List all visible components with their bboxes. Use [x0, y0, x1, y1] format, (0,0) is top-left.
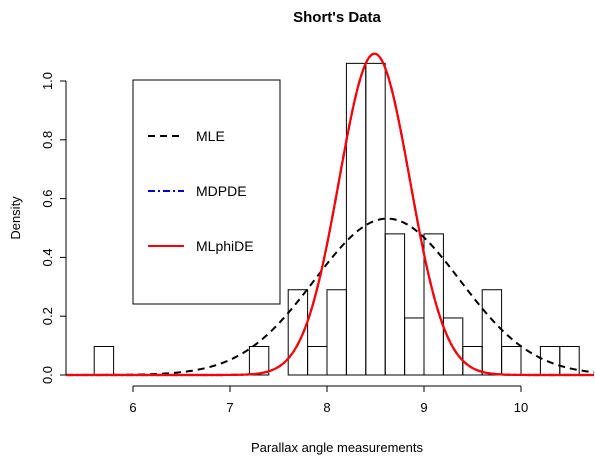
y-tick-label: 0.4 — [40, 248, 55, 266]
density-curves — [66, 52, 595, 377]
histogram-bar — [559, 345, 580, 376]
y-tick-label: 0.8 — [40, 131, 55, 149]
axes: 6 7 8 9 10 0.0 0.2 0.4 0.6 0.8 1.0 — [40, 72, 528, 415]
legend-box — [132, 79, 281, 305]
histogram-bar — [307, 345, 328, 376]
histogram-bar — [539, 345, 561, 376]
histogram-bar — [384, 233, 406, 376]
histogram-bar — [287, 289, 309, 376]
legend-label-mle: MLE — [196, 128, 225, 144]
legend-label-mlphide: MLphiDE — [196, 238, 254, 254]
x-tick-label: 10 — [514, 400, 528, 415]
legend: MLE MDPDE MLphiDE — [132, 79, 281, 305]
histogram-bar — [481, 289, 503, 376]
y-tick-label: 0.2 — [40, 307, 55, 325]
y-tick-label: 1.0 — [40, 72, 55, 90]
histogram-bar — [248, 345, 270, 376]
x-tick-label: 9 — [420, 400, 427, 415]
histogram-bar — [326, 289, 347, 376]
histogram-bar — [93, 345, 115, 376]
y-tick-label: 0.6 — [40, 190, 55, 208]
histogram-bar — [404, 317, 425, 376]
histogram — [93, 62, 580, 376]
legend-label-mdpde: MDPDE — [196, 183, 247, 199]
histogram-bar — [423, 233, 444, 376]
histogram-bar — [365, 62, 386, 376]
histogram-bar — [345, 62, 367, 376]
curve-mlphide — [66, 52, 594, 377]
x-tick-label: 7 — [226, 400, 233, 415]
histogram-bar — [501, 345, 522, 376]
chart-title: Short's Data — [293, 9, 381, 26]
x-axis-label: Parallax angle measurements — [251, 440, 423, 455]
y-axis-label: Density — [8, 196, 23, 240]
x-tick-label: 6 — [129, 400, 136, 415]
y-tick-label: 0.0 — [40, 366, 55, 384]
x-tick-label: 8 — [323, 400, 330, 415]
